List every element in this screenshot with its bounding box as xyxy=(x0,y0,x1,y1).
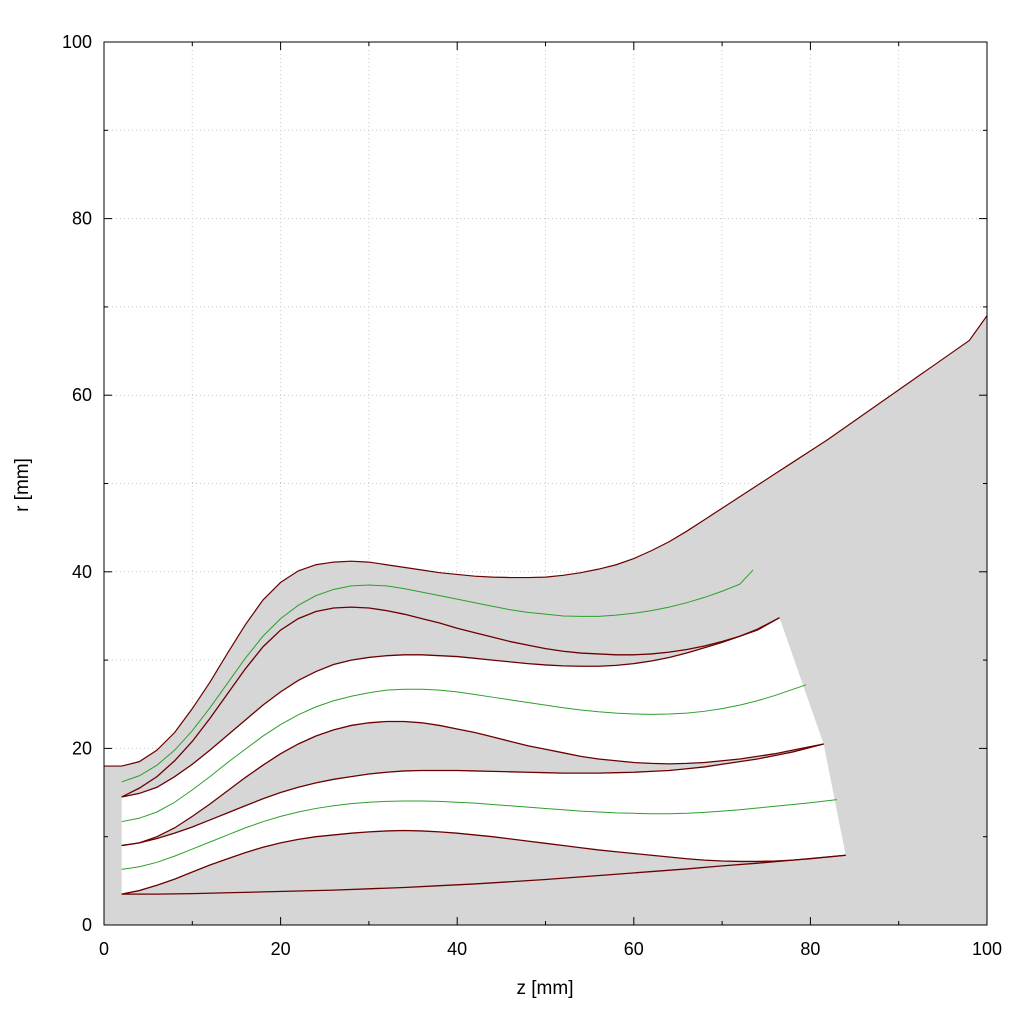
x-tick-label: 0 xyxy=(99,939,109,959)
outer-boundary-line xyxy=(104,315,988,767)
midline-series xyxy=(121,799,837,870)
boundary-series xyxy=(121,829,846,895)
boundary-series xyxy=(121,854,846,895)
x-axis-label: z [mm] xyxy=(517,978,574,999)
y-tick-label: 60 xyxy=(72,385,92,405)
x-tick-label: 100 xyxy=(972,939,1002,959)
plot-frame xyxy=(103,41,988,926)
tick-labels: 0 20 40 60 80 100 0 20 40 60 80 100 xyxy=(62,32,1002,959)
y-tick-label: 80 xyxy=(72,209,92,229)
midline-series xyxy=(121,569,754,783)
midline-series xyxy=(121,684,807,823)
boundary-series xyxy=(121,720,824,847)
x-tick-label: 20 xyxy=(271,939,291,959)
x-tick-label: 80 xyxy=(800,939,820,959)
series-layer xyxy=(121,569,846,895)
boundary-series xyxy=(121,743,824,847)
y-tick-label: 40 xyxy=(72,562,92,582)
gap-region xyxy=(121,743,846,895)
boundary-series xyxy=(121,606,780,798)
boundary-series xyxy=(121,617,780,798)
y-tick-label: 20 xyxy=(72,738,92,758)
y-axis-label: r [mm] xyxy=(12,458,33,512)
x-tick-label: 40 xyxy=(447,939,467,959)
y-tick-label: 100 xyxy=(62,32,92,52)
x-tick-label: 60 xyxy=(624,939,644,959)
y-tick-label: 0 xyxy=(82,915,92,935)
